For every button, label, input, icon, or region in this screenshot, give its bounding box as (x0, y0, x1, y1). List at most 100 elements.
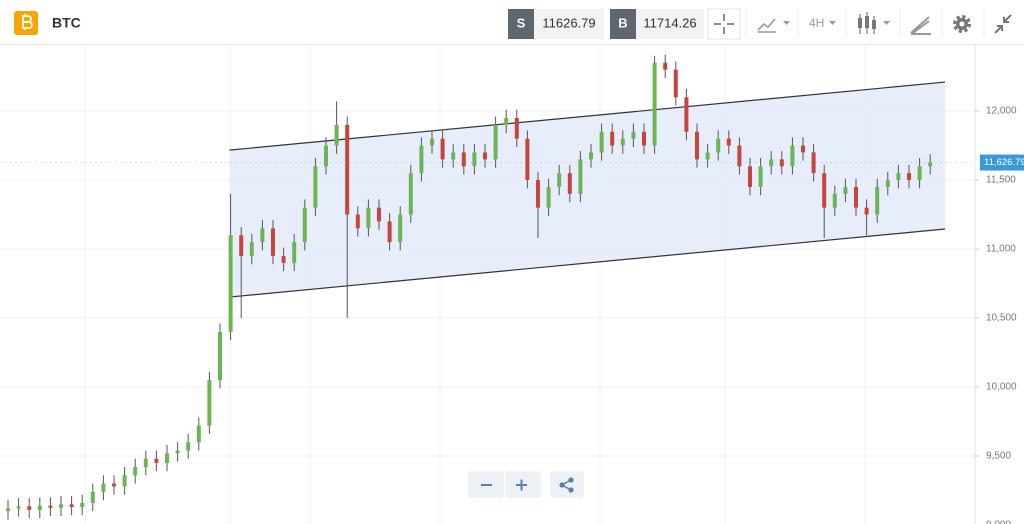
candle-body (854, 186, 858, 208)
candle-body (504, 117, 509, 125)
y-tick-label: 10,500 (986, 313, 1017, 324)
candle-body (408, 173, 413, 215)
candle-body (218, 331, 222, 381)
toolbar: BTC S 11626.79 B 11714.26 4H (0, 0, 1024, 45)
channel-lower (229, 228, 946, 298)
dropdown-caret (883, 21, 890, 25)
candle-body (864, 207, 869, 215)
candle-icon (858, 18, 862, 28)
candle-body (59, 504, 63, 508)
plus-icon (516, 479, 527, 491)
candle-body (567, 173, 572, 194)
candle-body (366, 207, 371, 229)
candle-body (430, 138, 434, 146)
zoom-in-button[interactable] (505, 471, 541, 498)
candle-body (928, 162, 933, 167)
sell-button[interactable]: S 11626.79 (508, 9, 604, 39)
candle-body (377, 207, 381, 222)
candle-style-button[interactable] (858, 12, 890, 34)
candle-body (917, 166, 922, 181)
candle-body (143, 458, 148, 468)
candle-body (493, 124, 498, 160)
candle-body (387, 221, 392, 243)
candle-body (822, 173, 827, 208)
candle-body (239, 235, 244, 256)
share-button[interactable] (550, 471, 584, 498)
candle-body (345, 124, 350, 215)
symbol: BTC (52, 15, 81, 31)
crosshair-button[interactable] (707, 8, 741, 40)
candle-body (313, 166, 318, 208)
price-axis: 12,000 11,500 11,000 10,500 10,000 9,500 9,000… (975, 106, 1024, 524)
y-tick-label: 12,000 (986, 106, 1017, 117)
candle-body (80, 502, 85, 508)
candle-body (716, 138, 721, 153)
candle-body (334, 124, 339, 146)
candle-body (705, 152, 710, 160)
dropdown-caret (829, 21, 836, 25)
chart-type-icon (757, 18, 776, 33)
candle-body (37, 505, 42, 510)
coin-logo-glyph (22, 14, 33, 30)
coin-logo (14, 11, 38, 35)
candle-body (801, 145, 805, 153)
zoom-out-button[interactable] (468, 471, 504, 498)
collapse-button[interactable] (994, 14, 1012, 34)
candle-body (175, 450, 180, 454)
candle-body (832, 193, 837, 208)
draw-icon (910, 16, 931, 35)
candle-body (652, 62, 657, 146)
sell-label: S (517, 15, 526, 30)
candle-body (281, 255, 286, 263)
buy-price-box (636, 9, 704, 39)
share-node (559, 482, 565, 488)
candle-body (557, 173, 562, 187)
candle-body (461, 152, 466, 167)
candle-body (27, 506, 32, 510)
buy-button[interactable]: B 11714.26 (610, 9, 704, 39)
candle-body (324, 145, 328, 167)
zoom-controls (468, 471, 584, 498)
gear-teeth (953, 15, 971, 33)
sell-label-box (508, 9, 534, 39)
collapse-icon (994, 14, 1012, 34)
share-box (550, 471, 584, 498)
buy-label: B (618, 15, 627, 30)
y-tick-label: 9,500 (986, 451, 1011, 462)
sell-price-box (534, 9, 604, 39)
candle-icon (865, 16, 869, 28)
candle-body (758, 166, 763, 187)
chart-type-button[interactable] (757, 18, 790, 33)
candle-body (69, 504, 74, 508)
y-tick-label: 10,000 (986, 382, 1017, 393)
crosshair-box (707, 8, 741, 40)
draw-button[interactable] (910, 16, 931, 35)
candle-icon (872, 20, 876, 29)
share-node (568, 487, 574, 493)
candle-body (536, 180, 540, 208)
candle-body (885, 180, 890, 187)
candle-body (101, 483, 106, 492)
candle-body (207, 380, 212, 426)
settings-button[interactable] (953, 15, 971, 33)
candle-body (907, 173, 911, 181)
candle-body (811, 152, 816, 174)
y-tick-label: 11,500 (986, 175, 1016, 186)
candle-body (249, 242, 254, 256)
y-tick-label: 11,000 (986, 244, 1016, 255)
candle-body (472, 152, 477, 167)
buy-label-box (610, 9, 636, 39)
plot (0, 54, 975, 520)
last-price-box (980, 154, 1024, 171)
candle-body (631, 131, 636, 139)
channel-fill (229, 82, 946, 298)
candle-body (440, 138, 445, 160)
interval-button[interactable]: 4H (809, 16, 836, 30)
candle-body (271, 228, 275, 256)
candle-body (843, 186, 848, 194)
candle-body (663, 62, 668, 70)
candle-body (610, 131, 615, 146)
candle-body (302, 207, 307, 243)
